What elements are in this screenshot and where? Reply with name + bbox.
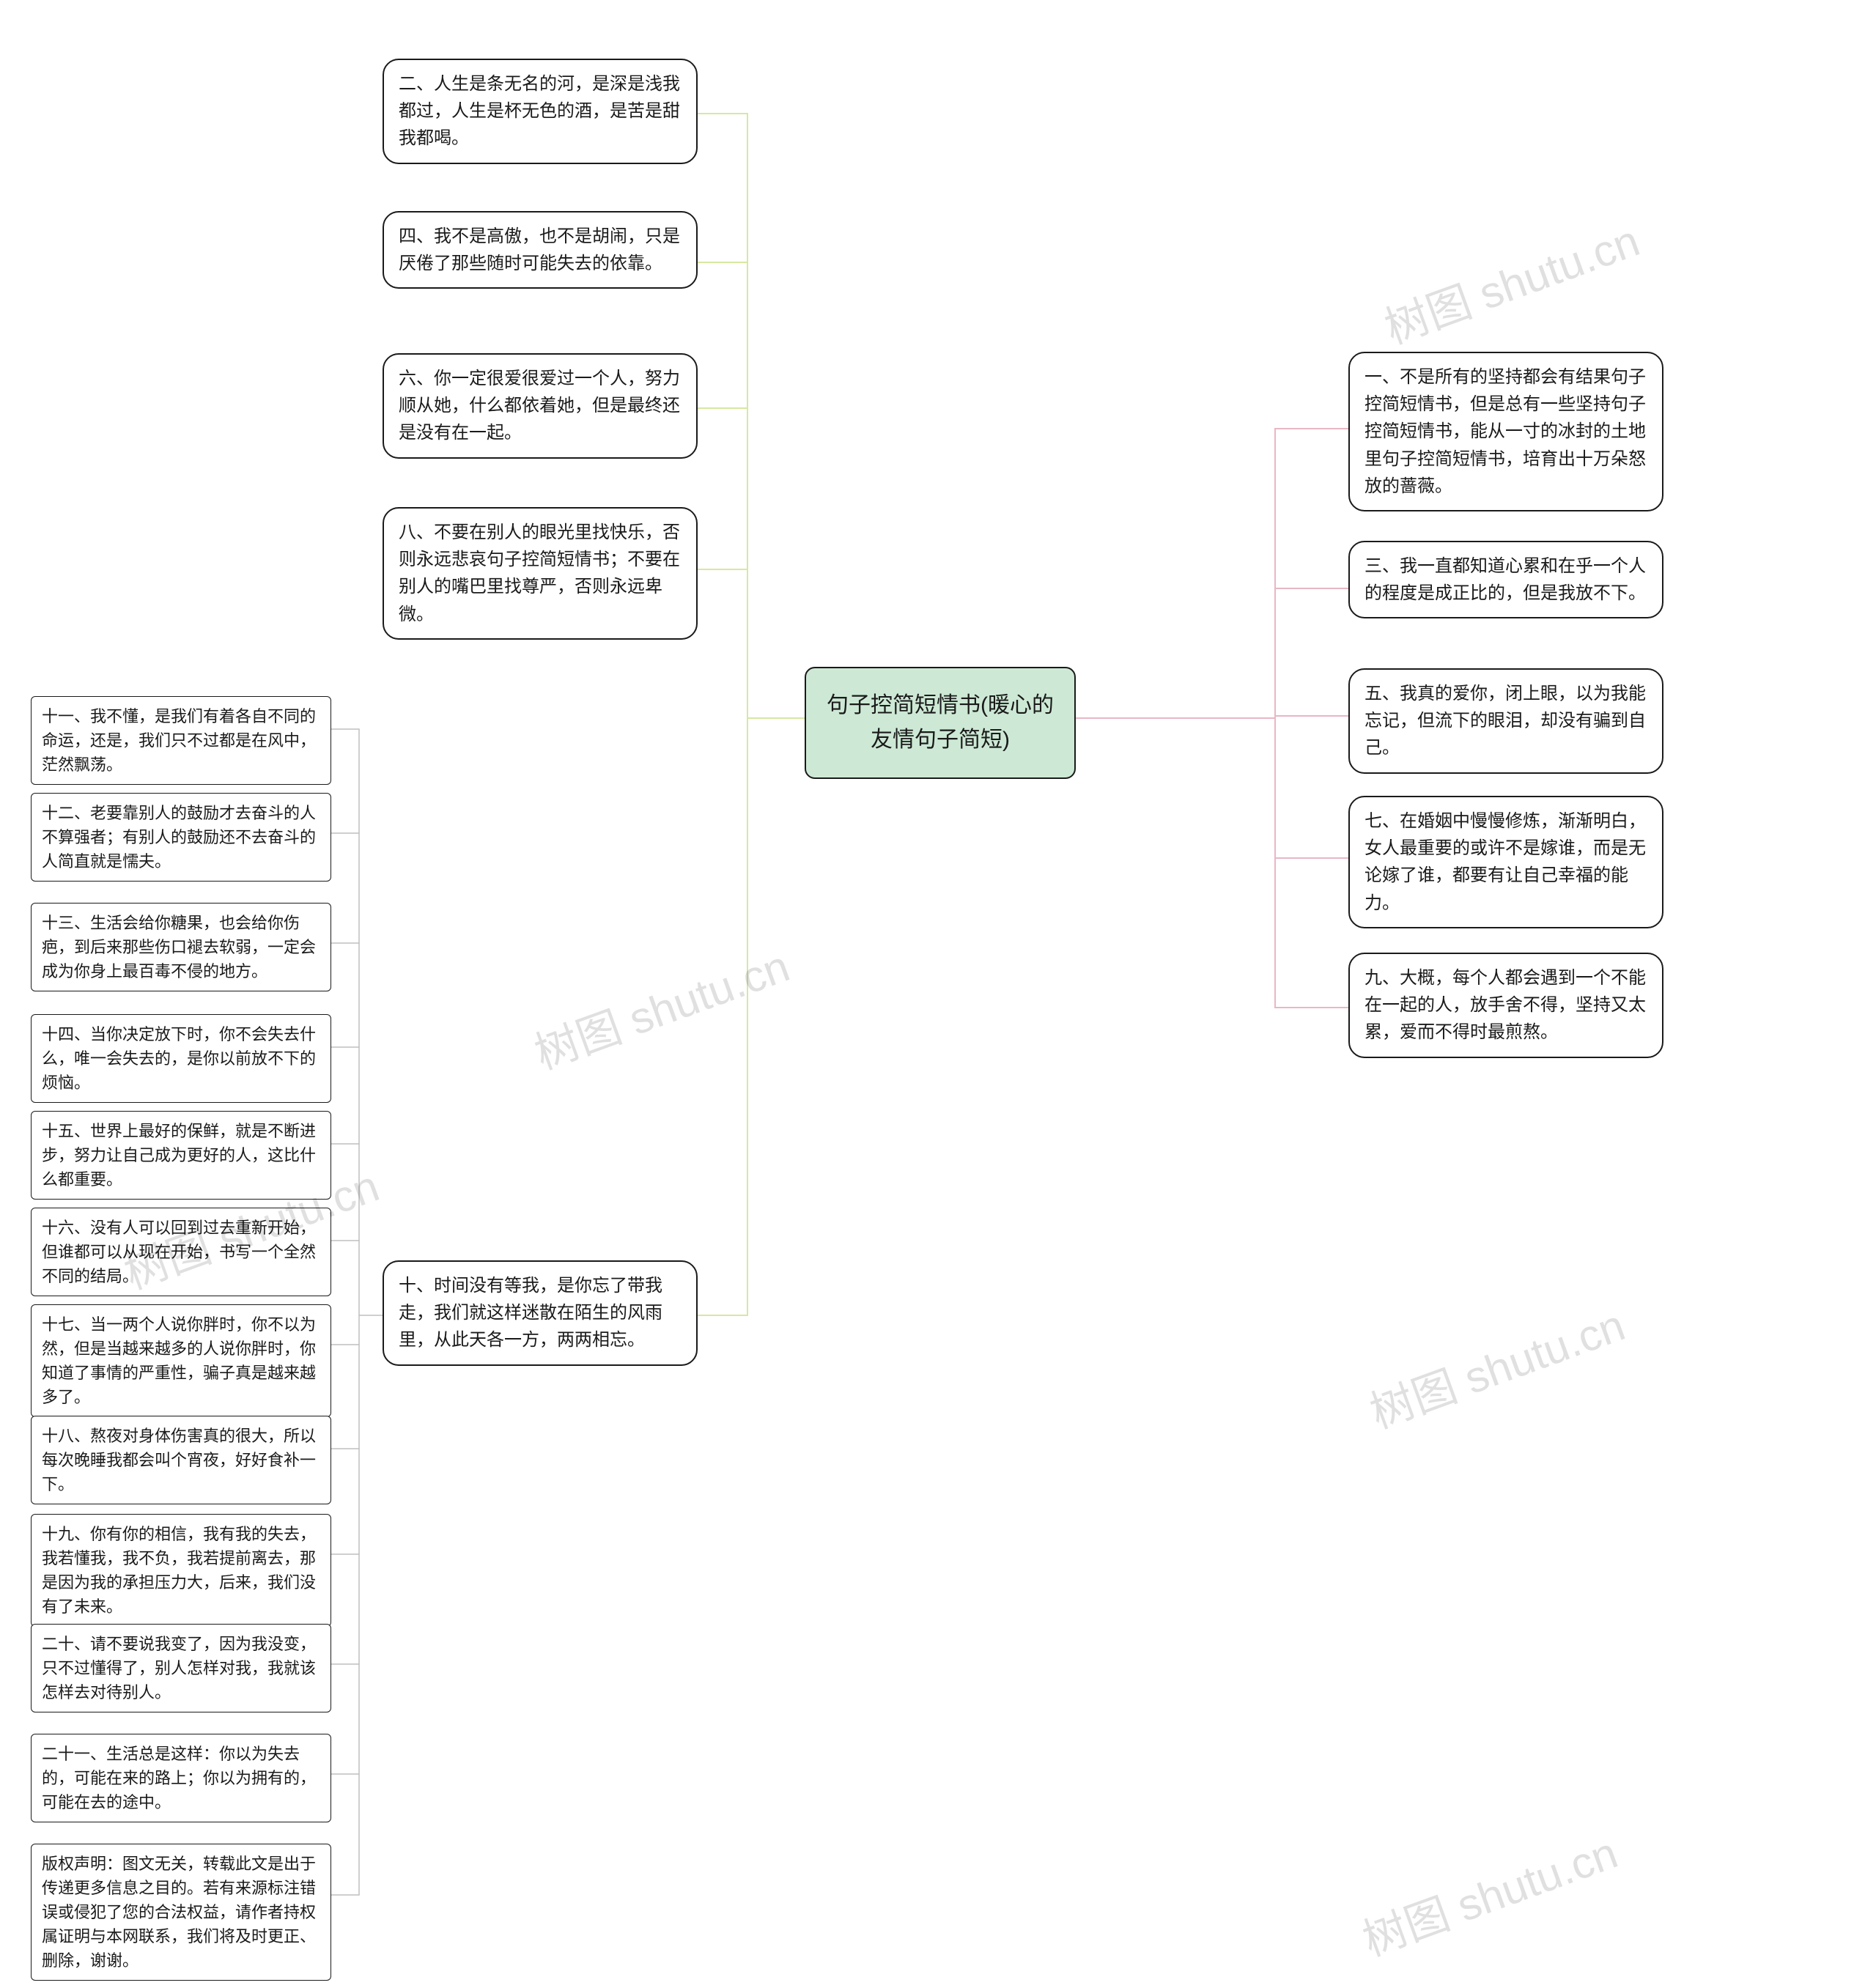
node-label: 三、我一直都知道心累和在乎一个人的程度是成正比的，但是我放不下。	[1364, 556, 1646, 603]
node-label: 十、时间没有等我，是你忘了带我走，我们就这样迷散在陌生的风雨里，从此天各一方，两…	[399, 1276, 662, 1350]
node-l4: 四、我不是高傲，也不是胡闹，只是厌倦了那些随时可能失去的依靠。	[383, 211, 698, 289]
node-label: 十八、熬夜对身体伤害真的很大，所以每次晚睡我都会叫个宵夜，好好食补一下。	[42, 1427, 316, 1493]
node-label: 二十一、生活总是这样：你以为失去的，可能在来的路上；你以为拥有的，可能在去的途中…	[42, 1745, 316, 1811]
node-s21: 二十一、生活总是这样：你以为失去的，可能在来的路上；你以为拥有的，可能在去的途中…	[31, 1734, 331, 1822]
node-s16: 十六、没有人可以回到过去重新开始，但谁都可以从现在开始，书写一个全然不同的结局。	[31, 1208, 331, 1296]
node-label: 六、你一定很爱很爱过一个人，努力顺从她，什么都依着她，但是最终还是没有在一起。	[399, 369, 680, 443]
watermark: 树图 shutu.cn	[525, 931, 797, 1082]
node-label: 七、在婚姻中慢慢修炼，渐渐明白，女人最重要的或许不是嫁谁，而是无论嫁了谁，都要有…	[1364, 811, 1646, 913]
node-label: 十一、我不懂，是我们有着各自不同的命运，还是，我们只不过都是在风中，茫然飘荡。	[42, 707, 316, 774]
node-s22: 版权声明：图文无关，转载此文是出于传递更多信息之目的。若有来源标注错误或侵犯了您…	[31, 1844, 331, 1981]
center-node: 句子控简短情书(暖心的友情句子简短)	[805, 667, 1076, 779]
node-s17: 十七、当一两个人说你胖时，你不以为然，但是当越来越多的人说你胖时，你知道了事情的…	[31, 1304, 331, 1417]
node-label: 十七、当一两个人说你胖时，你不以为然，但是当越来越多的人说你胖时，你知道了事情的…	[42, 1315, 316, 1406]
node-s11: 十一、我不懂，是我们有着各自不同的命运，还是，我们只不过都是在风中，茫然飘荡。	[31, 696, 331, 785]
node-label: 十三、生活会给你糖果，也会给你伤疤，到后来那些伤口褪去软弱，一定会成为你身上最百…	[42, 914, 316, 980]
node-s19: 十九、你有你的相信，我有我的失去，我若懂我，我不负，我若提前离去，那是因为我的承…	[31, 1514, 331, 1627]
node-l10: 十、时间没有等我，是你忘了带我走，我们就这样迷散在陌生的风雨里，从此天各一方，两…	[383, 1260, 698, 1366]
node-label: 一、不是所有的坚持都会有结果句子控简短情书，但是总有一些坚持句子控简短情书，能从…	[1364, 367, 1646, 496]
node-label: 十四、当你决定放下时，你不会失去什么，唯一会失去的，是你以前放不下的烦恼。	[42, 1025, 316, 1092]
node-l8: 八、不要在别人的眼光里找快乐，否则永远悲哀句子控简短情书；不要在别人的嘴巴里找尊…	[383, 507, 698, 640]
center-label: 句子控简短情书(暖心的友情句子简短)	[827, 693, 1054, 752]
node-s20: 二十、请不要说我变了，因为我没变，只不过懂得了，别人怎样对我，我就该怎样去对待别…	[31, 1624, 331, 1712]
node-label: 十六、没有人可以回到过去重新开始，但谁都可以从现在开始，书写一个全然不同的结局。	[42, 1219, 316, 1285]
node-label: 八、不要在别人的眼光里找快乐，否则永远悲哀句子控简短情书；不要在别人的嘴巴里找尊…	[399, 522, 680, 624]
node-r9: 九、大概，每个人都会遇到一个不能在一起的人，放手舍不得，坚持又太累，爱而不得时最…	[1348, 953, 1663, 1058]
node-s12: 十二、老要靠别人的鼓励才去奋斗的人不算强者；有别人的鼓励还不去奋斗的人简直就是懦…	[31, 793, 331, 882]
node-r3: 三、我一直都知道心累和在乎一个人的程度是成正比的，但是我放不下。	[1348, 541, 1663, 618]
node-label: 二、人生是条无名的河，是深是浅我都过，人生是杯无色的酒，是苦是甜我都喝。	[399, 74, 680, 148]
node-label: 十五、世界上最好的保鲜，就是不断进步，努力让自己成为更好的人，这比什么都重要。	[42, 1122, 316, 1189]
node-s15: 十五、世界上最好的保鲜，就是不断进步，努力让自己成为更好的人，这比什么都重要。	[31, 1111, 331, 1200]
node-label: 四、我不是高傲，也不是胡闹，只是厌倦了那些随时可能失去的依靠。	[399, 226, 680, 273]
watermark: 树图 shutu.cn	[1360, 1290, 1632, 1441]
node-s14: 十四、当你决定放下时，你不会失去什么，唯一会失去的，是你以前放不下的烦恼。	[31, 1014, 331, 1103]
node-label: 十九、你有你的相信，我有我的失去，我若懂我，我不负，我若提前离去，那是因为我的承…	[42, 1525, 316, 1616]
node-label: 十二、老要靠别人的鼓励才去奋斗的人不算强者；有别人的鼓励还不去奋斗的人简直就是懦…	[42, 804, 316, 871]
node-l6: 六、你一定很爱很爱过一个人，努力顺从她，什么都依着她，但是最终还是没有在一起。	[383, 353, 698, 459]
node-label: 二十、请不要说我变了，因为我没变，只不过懂得了，别人怎样对我，我就该怎样去对待别…	[42, 1635, 316, 1701]
node-label: 版权声明：图文无关，转载此文是出于传递更多信息之目的。若有来源标注错误或侵犯了您…	[42, 1855, 316, 1970]
node-s18: 十八、熬夜对身体伤害真的很大，所以每次晚睡我都会叫个宵夜，好好食补一下。	[31, 1416, 331, 1504]
node-r5: 五、我真的爱你，闭上眼，以为我能忘记，但流下的眼泪，却没有骗到自己。	[1348, 668, 1663, 774]
watermark: 树图 shutu.cn	[1375, 205, 1647, 356]
node-r7: 七、在婚姻中慢慢修炼，渐渐明白，女人最重要的或许不是嫁谁，而是无论嫁了谁，都要有…	[1348, 796, 1663, 928]
node-l2: 二、人生是条无名的河，是深是浅我都过，人生是杯无色的酒，是苦是甜我都喝。	[383, 59, 698, 164]
mindmap-canvas: 句子控简短情书(暖心的友情句子简短) 一、不是所有的坚持都会有结果句子控简短情书…	[0, 0, 1876, 1988]
node-s13: 十三、生活会给你糖果，也会给你伤疤，到后来那些伤口褪去软弱，一定会成为你身上最百…	[31, 903, 331, 991]
watermark: 树图 shutu.cn	[1353, 1817, 1625, 1968]
node-r1: 一、不是所有的坚持都会有结果句子控简短情书，但是总有一些坚持句子控简短情书，能从…	[1348, 352, 1663, 511]
node-label: 五、我真的爱你，闭上眼，以为我能忘记，但流下的眼泪，却没有骗到自己。	[1364, 684, 1646, 758]
node-label: 九、大概，每个人都会遇到一个不能在一起的人，放手舍不得，坚持又太累，爱而不得时最…	[1364, 968, 1646, 1042]
